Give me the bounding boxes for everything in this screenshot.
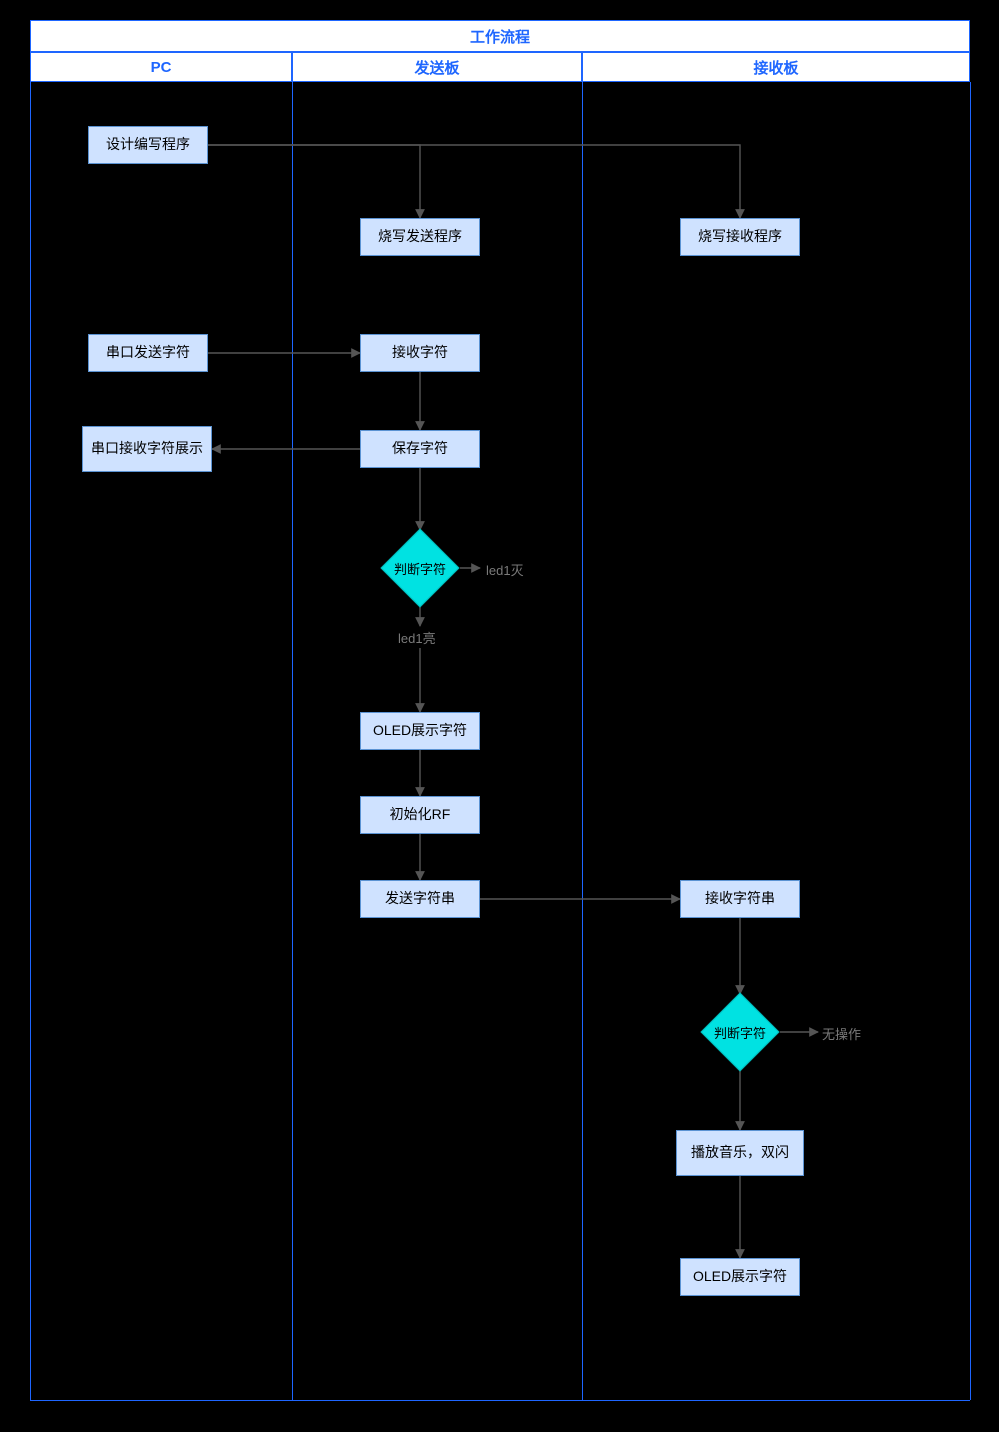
col-header-pc: PC [30, 52, 292, 82]
node-text: 初始化RF [390, 806, 451, 824]
node-rx-oled: OLED展示字符 [680, 1258, 800, 1296]
lane-sep-1 [292, 82, 293, 1400]
node-text: 设计编写程序 [106, 136, 190, 154]
node-pc-show: 串口接收字符展示 [82, 426, 212, 472]
node-rx-judge: 判断字符 [712, 1004, 768, 1060]
diamond-shape [700, 992, 779, 1071]
diamond-shape [380, 528, 459, 607]
frame-bottom [30, 1400, 970, 1401]
node-text: 接收字符 [392, 344, 448, 362]
node-text: OLED展示字符 [693, 1268, 787, 1286]
node-text: 播放音乐，双闪 [691, 1144, 789, 1162]
node-rx-play: 播放音乐，双闪 [676, 1130, 804, 1176]
node-tx-recv: 接收字符 [360, 334, 480, 372]
node-tx-judge: 判断字符 [392, 540, 448, 596]
lane-sep-2 [582, 82, 583, 1400]
col-header-rx: 接收板 [582, 52, 970, 82]
node-text: 串口发送字符 [106, 344, 190, 362]
node-text: 烧写发送程序 [378, 228, 462, 246]
node-tx-save: 保存字符 [360, 430, 480, 468]
label-led-on: led1亮 [398, 628, 436, 647]
node-text: 接收字符串 [705, 890, 775, 908]
flowchart-canvas: 工作流程 PC 发送板 接收板 设计编写程序 烧写发送程序 烧写接收程序 串口发… [0, 0, 999, 1432]
edges-layer [0, 0, 999, 1432]
node-text: OLED展示字符 [373, 722, 467, 740]
node-tx-sendstr: 发送字符串 [360, 880, 480, 918]
node-text: 保存字符 [392, 440, 448, 458]
node-rx-recvstr: 接收字符串 [680, 880, 800, 918]
node-text: 串口接收字符展示 [91, 440, 203, 458]
node-pc-send: 串口发送字符 [88, 334, 208, 372]
frame-right [970, 82, 971, 1400]
node-tx-oled: OLED展示字符 [360, 712, 480, 750]
node-tx-initrf: 初始化RF [360, 796, 480, 834]
col-header-label: 发送板 [414, 57, 459, 78]
node-pc-design: 设计编写程序 [88, 126, 208, 164]
col-header-label: 接收板 [753, 57, 798, 78]
frame-left [30, 82, 31, 1400]
col-header-tx: 发送板 [292, 52, 582, 82]
node-tx-burn: 烧写发送程序 [360, 218, 480, 256]
node-text: 发送字符串 [385, 890, 455, 908]
node-rx-burn: 烧写接收程序 [680, 218, 800, 256]
title-cell: 工作流程 [30, 20, 970, 52]
label-led-off: led1灭 [486, 560, 524, 579]
node-text: 烧写接收程序 [698, 228, 782, 246]
title-text: 工作流程 [470, 26, 530, 47]
col-header-label: PC [151, 59, 172, 76]
label-noop: 无操作 [822, 1024, 861, 1043]
